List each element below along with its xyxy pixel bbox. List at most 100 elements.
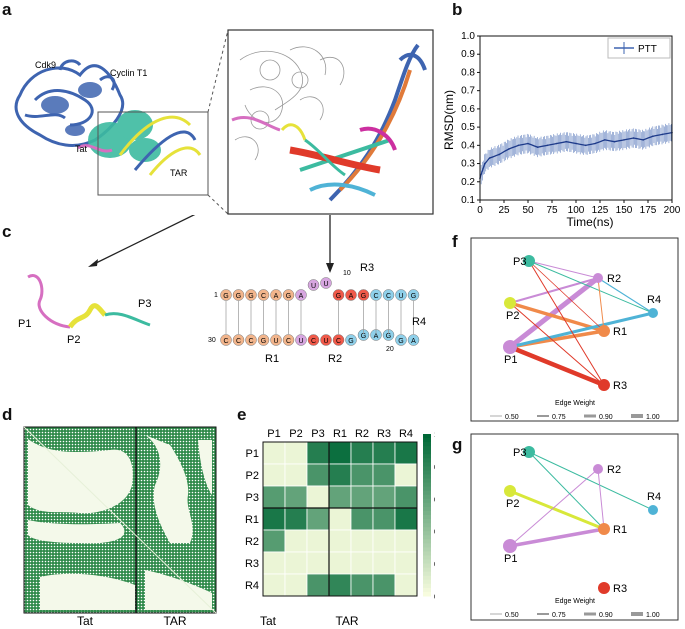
network-node — [598, 523, 610, 535]
heatmap-cell — [394, 573, 418, 597]
heatmap-cell — [284, 441, 308, 465]
heatmap-cell — [394, 507, 418, 531]
heatmap-cell — [394, 551, 418, 575]
heatmap-frame — [262, 441, 418, 597]
c-p2-label: P2 — [67, 334, 80, 346]
colorbar-step — [423, 555, 431, 561]
tar-top-base — [382, 289, 395, 301]
tar-top-letter: C — [261, 293, 266, 300]
rmsd-ytick-label: 1.0 — [461, 31, 475, 42]
network-node-label: P1 — [504, 553, 517, 565]
tar-top-letter: G — [223, 293, 228, 300]
network-edge — [528, 260, 599, 279]
colorbar-tick-label: 0.4 — [434, 529, 435, 536]
network-node — [504, 485, 516, 497]
tar-top-letter: U — [398, 293, 403, 300]
colorbar-step — [423, 474, 431, 480]
rmsd-xtick-label: 0 — [477, 205, 483, 216]
heatmap-cell — [306, 529, 330, 553]
heatmap-cell — [350, 507, 374, 531]
rmsd-point — [613, 140, 616, 143]
network-node-label: R1 — [613, 326, 627, 338]
tar-num-10: 10 — [343, 270, 351, 277]
heatmap-cell — [284, 529, 308, 553]
rmsd-xtick-label: 175 — [640, 205, 657, 216]
colorbar-step — [423, 547, 431, 552]
tar-bottom-letter: G — [348, 338, 353, 345]
heatmap-cell — [328, 507, 352, 531]
tar-top-base — [270, 289, 282, 301]
heatmap-col-label: R3 — [377, 428, 391, 440]
heatmap-cell — [262, 485, 286, 509]
rmsd-point — [623, 139, 625, 141]
network-node — [523, 255, 535, 267]
colorbar-step — [423, 506, 431, 512]
network-edge — [528, 451, 654, 511]
panel-f-label: f — [452, 232, 458, 251]
tar-top-letter: A — [299, 293, 304, 300]
tar-top-base — [282, 289, 295, 301]
heatmap-cell — [306, 463, 330, 487]
tar-bottom-base — [295, 334, 307, 346]
tar-bottom-letter: C — [236, 338, 241, 345]
zoom-rna — [289, 43, 427, 202]
colorbar-step — [423, 579, 431, 585]
network-node-label: R3 — [613, 380, 627, 392]
heatmap-cell — [372, 573, 396, 597]
tar-top-letter: U — [311, 283, 316, 290]
tar-bottom-base — [395, 334, 407, 346]
colorbar-step — [423, 490, 431, 496]
network-node-label: R1 — [613, 524, 627, 536]
heatmap-cell — [372, 441, 396, 465]
tar-top-base — [370, 289, 382, 301]
tar-top-base — [220, 289, 232, 301]
heatmap: P1 P2 P3 R1 R2 R3 R4 P1 P2 P3 R1 R2 R3 R4 1.0 0.8 0.6 0.… — [245, 428, 435, 628]
rmsd-point — [546, 144, 548, 147]
rmsd-point — [652, 135, 654, 138]
heatmap-cell — [372, 485, 396, 509]
heatmap-row-label: R2 — [245, 536, 259, 548]
tar-bottom-base — [332, 334, 345, 346]
tar-top-letter: U — [323, 281, 328, 288]
tar-top-letter: G — [361, 293, 366, 300]
rmsd-legend-label: PTT — [638, 44, 657, 55]
network-edge — [597, 277, 654, 314]
heatmap-cell — [372, 529, 396, 553]
heatmap-cell — [372, 551, 396, 575]
network-node — [503, 340, 517, 354]
tar-bottom-base — [245, 334, 257, 346]
tar-top-letter: A — [274, 293, 279, 300]
tar-bottom-letter: U — [323, 338, 328, 345]
rmsd-point — [484, 162, 486, 165]
tat-label: Tat — [75, 144, 88, 154]
rmsd-point — [604, 139, 606, 141]
tar-top-letter: A — [349, 293, 354, 300]
tar-top-letter: G — [336, 293, 341, 300]
heatmap-col-label: P1 — [267, 428, 280, 440]
tar-bottom-base — [257, 334, 270, 346]
cdk9-protein — [14, 59, 125, 147]
heatmap-col-label: P2 — [289, 428, 302, 440]
heatmap-cell — [394, 441, 418, 465]
rmsd-chart: 0 25 50 75 100 125 150 175 200 0.1 0.2 0.3 0.4 0.5 0.6… — [442, 31, 681, 229]
network-node — [503, 539, 517, 553]
edge-weight-label: 1.00 — [646, 414, 660, 421]
panel-a-label: a — [2, 0, 12, 19]
heatmap-cell — [306, 485, 330, 509]
network-node-label: P3 — [513, 447, 526, 459]
heatmap-cell — [306, 441, 330, 465]
rmsd-ytick-label: 0.4 — [461, 140, 475, 151]
rmsd-ytick-label: 0.6 — [461, 104, 475, 115]
heatmap-cell — [262, 507, 286, 531]
heatmap-cell — [328, 485, 352, 509]
tar-bottom-letter: A — [374, 333, 379, 340]
panel-e-label: e — [237, 405, 247, 424]
colorbar-step — [423, 498, 431, 504]
edge-weight-title: Edge Weight — [555, 598, 595, 605]
tar-top-letter: C — [373, 293, 378, 300]
heatmap-cell — [350, 529, 374, 553]
edge-weight-label: 1.00 — [646, 612, 660, 619]
tar-bottom-letter: C — [223, 338, 228, 345]
colorbar-step — [423, 539, 431, 544]
network-node-label: P1 — [504, 354, 517, 366]
